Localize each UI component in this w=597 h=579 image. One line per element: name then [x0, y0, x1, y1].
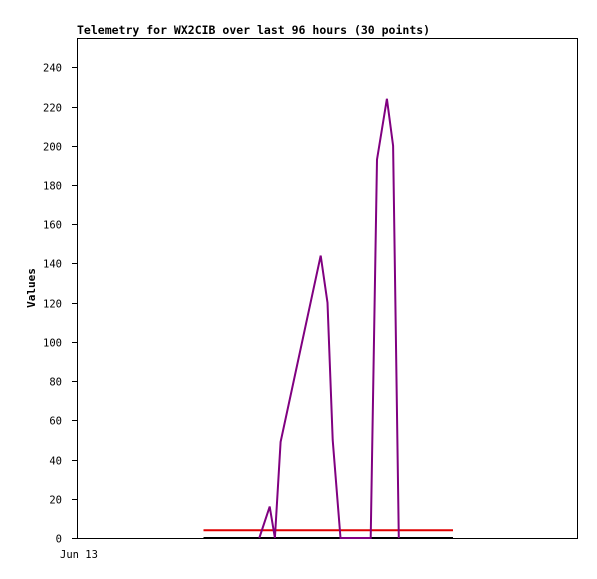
y-tick-label-240: 240	[43, 63, 62, 75]
x-tick-label: Jun 13	[60, 549, 98, 561]
y-axis: 0 20 40 60 80 100 120 140 160 180 200 220 240	[43, 63, 78, 546]
y-tick-label-220: 220	[43, 103, 62, 115]
x-axis: Jun 13	[60, 549, 98, 561]
plot-area-frame	[77, 38, 578, 539]
y-tick-label-60: 60	[49, 416, 62, 428]
y-tick-label-160: 160	[43, 220, 62, 232]
y-tick-label-200: 200	[43, 142, 62, 154]
series-layer	[203, 98, 454, 539]
y-tick-label-80: 80	[49, 377, 62, 389]
y-tick-label-20: 20	[49, 495, 62, 507]
y-tick-label-100: 100	[43, 338, 62, 350]
y-tick-label-40: 40	[49, 456, 62, 468]
y-tick-label-140: 140	[43, 259, 62, 271]
series-line-3	[258, 98, 400, 539]
y-tick-label-180: 180	[43, 181, 62, 193]
y-tick-label-0: 0	[56, 534, 62, 546]
chart-title: Telemetry for WX2CIB over last 96 hours …	[77, 23, 430, 37]
y-tick-label-120: 120	[43, 299, 62, 311]
y-axis-label: Values	[25, 268, 38, 308]
